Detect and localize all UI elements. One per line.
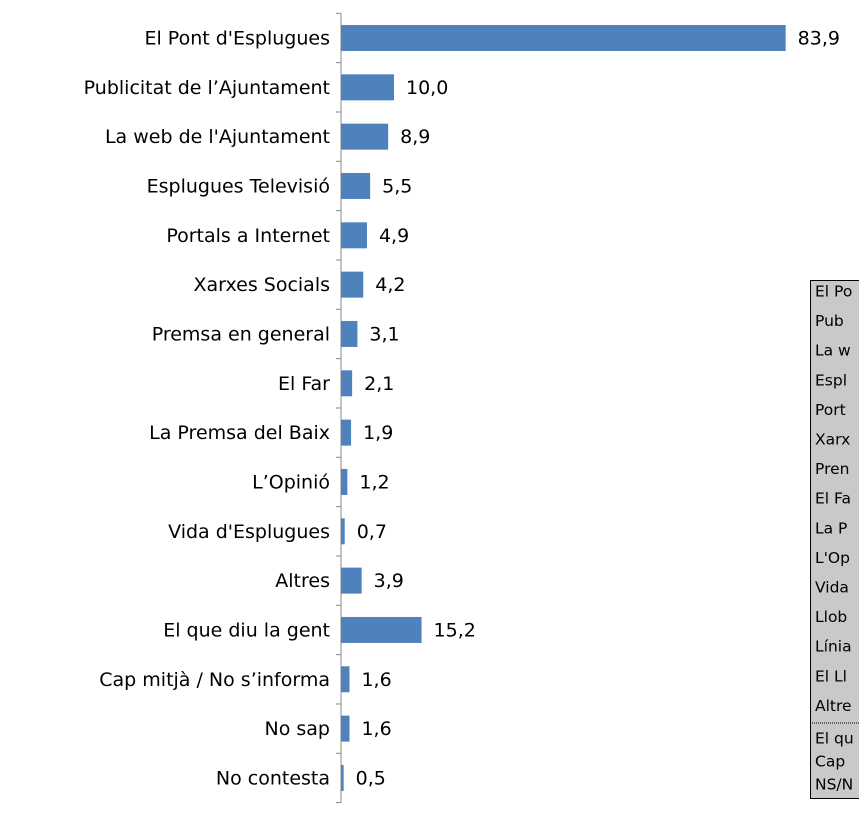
table-row: Xarx bbox=[815, 431, 850, 449]
bar bbox=[341, 25, 786, 51]
table-row: Vida bbox=[815, 579, 849, 597]
value-label: 1,2 bbox=[359, 471, 389, 493]
table-row: El qu bbox=[815, 730, 854, 748]
table-row: El Fa bbox=[815, 490, 851, 508]
bar bbox=[341, 271, 364, 298]
bar bbox=[341, 222, 367, 249]
value-label: 15,2 bbox=[434, 619, 476, 641]
table-row: Altre bbox=[815, 697, 852, 715]
y-tick-label: Esplugues Televisió bbox=[147, 175, 330, 197]
value-label: 1,9 bbox=[363, 422, 393, 444]
side-table: El Po Pub La w Espl Port Xarx Pren El Fa La P L'O… bbox=[810, 280, 859, 799]
table-row: La P bbox=[815, 519, 847, 537]
y-tick-label: Premsa en general bbox=[152, 323, 330, 345]
bar bbox=[341, 172, 371, 199]
bar bbox=[341, 567, 362, 594]
y-tick-label: No contesta bbox=[216, 767, 330, 789]
value-label: 1,6 bbox=[361, 718, 391, 740]
y-tick-label: El que diu la gent bbox=[163, 619, 330, 641]
value-label: 8,9 bbox=[400, 126, 430, 148]
table-row: Cap bbox=[815, 753, 845, 771]
bar bbox=[341, 74, 394, 101]
table-row: Línia bbox=[815, 638, 852, 656]
bar bbox=[341, 518, 345, 545]
y-tick-label: Portals a Internet bbox=[166, 225, 330, 247]
y-tick-label: Altres bbox=[275, 570, 330, 592]
value-label: 3,1 bbox=[369, 323, 399, 345]
value-label: 4,9 bbox=[379, 225, 409, 247]
table-background bbox=[810, 280, 859, 799]
table-row: El Ll bbox=[815, 667, 847, 685]
value-label: 4,2 bbox=[375, 274, 405, 296]
bar bbox=[341, 370, 353, 397]
table-row: La w bbox=[815, 342, 851, 360]
value-label: 0,7 bbox=[357, 521, 387, 543]
y-tick-label: Xarxes Socials bbox=[194, 274, 330, 296]
table-row: Llob bbox=[815, 608, 847, 626]
y-tick-label: El Pont d'Esplugues bbox=[144, 28, 330, 50]
y-tick-label: No sap bbox=[265, 718, 330, 740]
value-label: 1,6 bbox=[361, 669, 391, 691]
y-tick-label: L’Opinió bbox=[252, 471, 330, 493]
value-label: 5,5 bbox=[382, 175, 412, 197]
value-label: 3,9 bbox=[374, 570, 404, 592]
value-label: 2,1 bbox=[364, 373, 394, 395]
y-tick-label: El Far bbox=[278, 373, 330, 395]
table-row: L'Op bbox=[815, 549, 850, 567]
table-row: Pub bbox=[815, 312, 844, 330]
bar bbox=[341, 419, 352, 446]
bar bbox=[341, 123, 389, 150]
bar bbox=[341, 468, 348, 495]
table-row: Pren bbox=[815, 460, 849, 478]
table-row: El Po bbox=[815, 283, 852, 301]
y-tick-label: Vida d'Esplugues bbox=[168, 521, 330, 543]
bar bbox=[341, 666, 350, 693]
table-row: Espl bbox=[815, 371, 847, 389]
y-tick-label: Cap mitjà / No s’informa bbox=[99, 669, 330, 691]
y-tick-label: La web de l'Ajuntament bbox=[105, 126, 330, 148]
bar bbox=[341, 616, 422, 643]
y-tick-label: La Premsa del Baix bbox=[149, 422, 330, 444]
value-label: 83,9 bbox=[798, 28, 840, 50]
table-row: Port bbox=[815, 401, 846, 419]
bar bbox=[341, 715, 350, 742]
y-tick-label: Publicitat de l’Ajuntament bbox=[84, 77, 330, 99]
table-row: NS/N bbox=[815, 776, 853, 794]
bar bbox=[341, 764, 344, 791]
bar bbox=[341, 320, 358, 347]
value-label: 0,5 bbox=[356, 767, 386, 789]
value-label: 10,0 bbox=[406, 77, 448, 99]
